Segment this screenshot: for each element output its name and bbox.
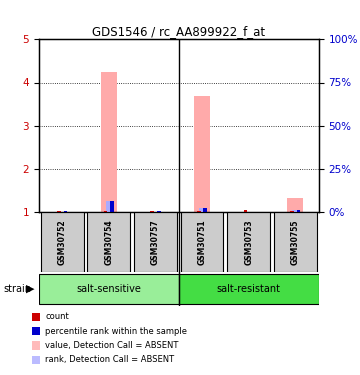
Text: percentile rank within the sample: percentile rank within the sample: [45, 327, 187, 336]
Title: GDS1546 / rc_AA899922_f_at: GDS1546 / rc_AA899922_f_at: [92, 25, 265, 38]
Bar: [134, 212, 177, 272]
Bar: [57, 211, 61, 212]
Bar: [64, 211, 67, 212]
Bar: [110, 201, 114, 212]
Bar: [197, 211, 201, 212]
Text: salt-sensitive: salt-sensitive: [76, 284, 141, 294]
Bar: [181, 212, 224, 272]
Text: ▶: ▶: [26, 284, 35, 294]
Text: rank, Detection Call = ABSENT: rank, Detection Call = ABSENT: [45, 355, 174, 364]
Bar: [194, 96, 210, 212]
Bar: [290, 211, 294, 212]
Bar: [150, 211, 154, 212]
Text: GSM30753: GSM30753: [244, 219, 253, 265]
Bar: [101, 72, 117, 212]
Bar: [179, 274, 319, 304]
Text: count: count: [45, 312, 69, 321]
Text: GSM30757: GSM30757: [151, 219, 160, 265]
Bar: [297, 210, 300, 212]
Bar: [157, 211, 161, 212]
Text: salt-resistant: salt-resistant: [217, 284, 281, 294]
Text: GSM30752: GSM30752: [58, 219, 67, 265]
Bar: [39, 274, 179, 304]
Bar: [199, 209, 205, 212]
Text: GSM30751: GSM30751: [198, 219, 207, 265]
Bar: [292, 210, 298, 212]
Bar: [41, 212, 84, 272]
Bar: [274, 212, 317, 272]
Text: value, Detection Call = ABSENT: value, Detection Call = ABSENT: [45, 341, 178, 350]
Bar: [106, 201, 112, 212]
Text: GSM30754: GSM30754: [104, 219, 113, 265]
Bar: [287, 198, 303, 212]
Bar: [104, 211, 107, 212]
Bar: [87, 212, 130, 272]
Bar: [203, 209, 207, 212]
Text: strain: strain: [4, 284, 32, 294]
Bar: [244, 210, 247, 212]
Text: GSM30755: GSM30755: [291, 219, 300, 265]
Bar: [227, 212, 270, 272]
